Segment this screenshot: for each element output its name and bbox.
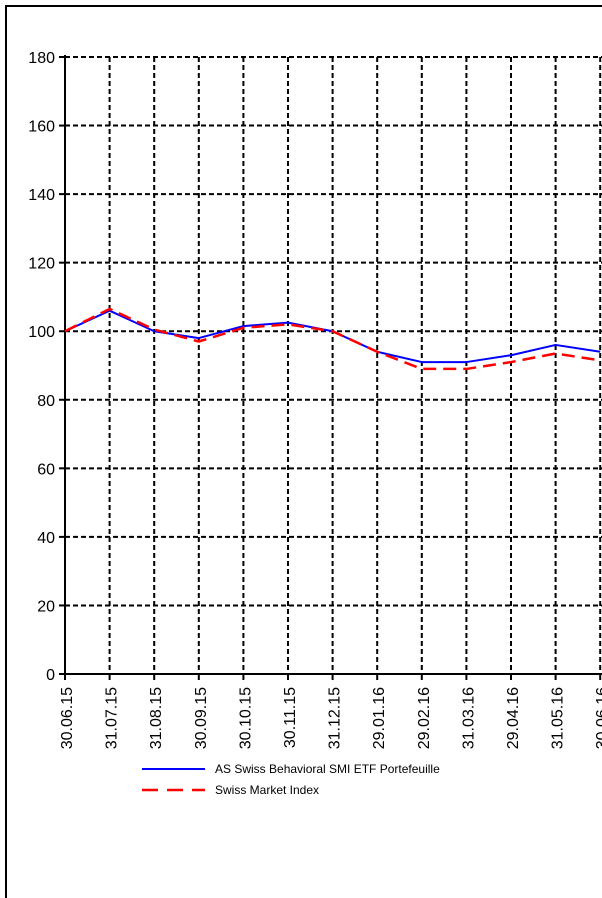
x-tick-label: 29.04.16 xyxy=(505,687,522,749)
axes xyxy=(59,55,602,680)
y-tick-label: 100 xyxy=(28,324,55,341)
x-tick-label: 31.05.16 xyxy=(550,687,567,749)
x-tick-label: 31.08.15 xyxy=(148,687,165,749)
x-tick-label: 30.06.16 xyxy=(594,687,602,749)
y-tick-label: 120 xyxy=(28,256,55,273)
x-tick-label: 31.03.16 xyxy=(460,687,477,749)
x-tick-label: 30.06.15 xyxy=(59,687,76,749)
x-tick-label: 30.09.15 xyxy=(193,687,210,749)
y-tick-label: 140 xyxy=(28,187,55,204)
x-tick-labels: 30.06.15 31.07.15 31.08.15 30.09.15 30.10.15… xyxy=(59,687,602,749)
y-tick-label: 40 xyxy=(37,530,55,547)
legend-label-1: AS Swiss Behavioral SMI ETF Portefeuille xyxy=(215,762,440,776)
y-tick-label: 20 xyxy=(37,598,55,615)
legend-label-2: Swiss Market Index xyxy=(215,783,319,797)
x-tick-label: 29.01.16 xyxy=(371,687,388,749)
y-tick-label: 80 xyxy=(37,393,55,410)
y-tick-label: 180 xyxy=(28,50,55,67)
x-tick-label: 30.11.15 xyxy=(282,687,299,748)
legend: AS Swiss Behavioral SMI ETF Portefeuille… xyxy=(142,762,440,797)
y-tick-label: 160 xyxy=(28,119,55,136)
x-tick-label: 29.02.16 xyxy=(416,687,433,749)
y-tick-label: 0 xyxy=(46,667,55,684)
chart-border xyxy=(5,5,602,898)
x-tick-label: 31.07.15 xyxy=(104,687,121,749)
y-tick-labels: 0 20 40 60 80 100 120 140 160 180 xyxy=(28,50,55,684)
x-tick-label: 30.10.15 xyxy=(237,687,254,749)
series-lines xyxy=(64,307,601,371)
y-tick-label: 60 xyxy=(37,461,55,478)
x-tick-label: 31.12.15 xyxy=(327,687,344,749)
grid xyxy=(65,56,602,674)
series-line-2 xyxy=(64,307,601,371)
